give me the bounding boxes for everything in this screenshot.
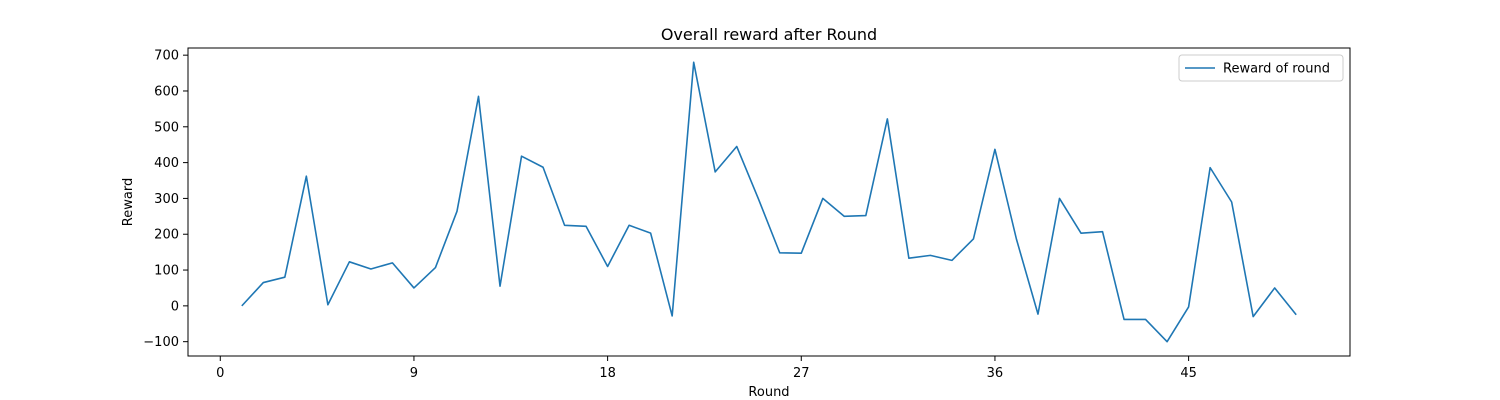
y-tick-label: 500: [154, 120, 179, 135]
x-tick-label: 36: [987, 366, 1004, 381]
y-tick-label: 600: [154, 84, 179, 99]
y-tick-label: −100: [143, 335, 179, 350]
y-tick-label: 200: [154, 228, 179, 243]
series-line: [241, 61, 1297, 343]
chart-title: Overall reward after Round: [661, 25, 877, 44]
legend-label: Reward of round: [1223, 62, 1330, 77]
x-tick-label: 18: [599, 366, 616, 381]
plot-frame: [187, 47, 1351, 357]
y-tick-label: 700: [154, 49, 179, 64]
y-tick-label: 300: [154, 192, 179, 207]
legend: Reward of round: [1178, 54, 1344, 82]
x-tick-label: 0: [216, 366, 224, 381]
y-axis-label: Reward: [121, 178, 136, 226]
x-tick-label: 45: [1180, 366, 1197, 381]
y-tick-label: 400: [154, 156, 179, 171]
plot-group: [241, 61, 1297, 343]
y-tick-label: 0: [171, 299, 179, 314]
x-axis-label: Round: [748, 385, 789, 400]
x-tick-label: 27: [793, 366, 810, 381]
y-tick-label: 100: [154, 264, 179, 279]
legend-box: [1178, 54, 1344, 82]
tick-group: 0 9 18 27 36 45 −100 0 100 200 300 400 500 600 700: [143, 49, 1197, 381]
x-tick-label: 9: [410, 366, 418, 381]
